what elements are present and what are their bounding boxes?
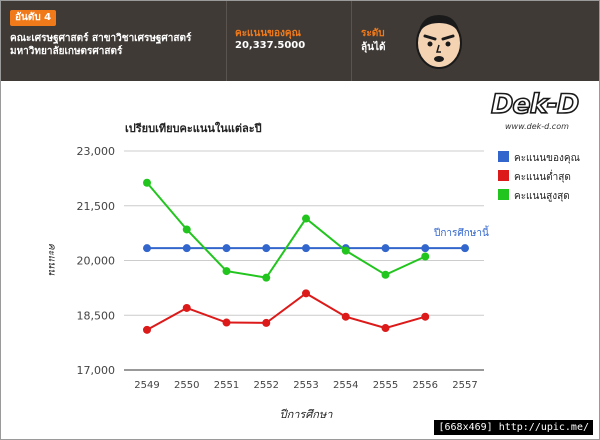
data-point [222,244,231,253]
current-year-annotation: ปีการศึกษานี้ [433,225,489,239]
data-point [381,270,390,279]
data-point [182,225,191,234]
series-min-score [143,289,430,334]
y-tick-label: 17,000 [77,364,116,377]
level-value: ลุ้นได้ [361,42,386,53]
data-point [302,214,310,223]
y-axis-ticks: 17,000 18,500 20,000 21,500 23,000 [77,145,116,377]
data-point [461,244,469,253]
series-layer [143,178,469,334]
header-divider [351,1,352,81]
data-point [143,178,151,187]
mascot-face-icon [416,15,462,69]
y-tick-label: 20,000 [77,255,116,268]
data-point [381,324,390,333]
logo-text: Dek-D [490,88,580,121]
series-line [146,292,426,331]
data-point [222,318,231,327]
legend-swatch [498,170,509,181]
dek-d-logo: Dek-D www.dek-d.com [490,88,591,135]
y-axis-label: คะแนน [46,243,57,276]
series-your-score [143,244,469,253]
x-tick-label: 2549 [134,380,159,391]
university-name: มหาวิทยาลัยเกษตรศาสตร์ [10,46,123,57]
x-axis-label: ปีการศึกษา [280,408,334,421]
series-line [146,182,426,279]
legend-item-max-score: คะแนนสูงสุด [498,189,570,202]
x-tick-label: 2551 [214,380,239,391]
data-point [222,267,231,276]
data-point [182,303,191,312]
x-tick-label: 2555 [373,380,398,391]
data-point [302,244,310,253]
data-point [262,273,271,282]
score-label: คะแนนของคุณ [235,28,301,39]
data-point [262,318,271,327]
x-tick-label: 2556 [413,380,438,391]
data-point [341,246,350,255]
data-point [143,244,151,253]
y-tick-label: 21,500 [77,200,116,213]
score-value: 20,337.5000 [235,40,306,51]
data-point [143,325,151,334]
faculty-name: คณะเศรษฐศาสตร์ สาขาวิชาเศรษฐศาสตร์ [10,33,192,44]
x-tick-label: 2552 [254,380,279,391]
x-tick-label: 2553 [293,380,318,391]
legend-swatch [498,151,509,162]
logo-url: www.dek-d.com [505,122,569,131]
x-tick-label: 2557 [452,380,477,391]
data-point [421,312,430,321]
level-label: ระดับ [361,28,385,39]
data-point [341,312,350,321]
data-point [421,252,430,261]
rank-badge: อันดับ 4 [10,10,57,26]
y-tick-label: 18,500 [77,309,116,322]
legend-item-your-score: คะแนนของคุณ [498,151,580,164]
header-divider [226,1,227,81]
legend-label: คะแนนต่ำสุด [514,169,571,183]
result-header: อันดับ 4 คณะเศรษฐศาสตร์ สาขาวิชาเศรษฐศาส… [1,1,599,81]
legend-label: คะแนนสูงสุด [514,191,570,202]
y-tick-label: 23,000 [77,145,116,158]
chart-title: เปรียบเทียบคะแนนในแต่ละปี [125,121,262,135]
image-host-watermark: [668x469] http://upic.me/ [434,420,593,435]
data-point [302,289,310,298]
data-point [421,244,430,253]
data-point [182,244,191,253]
score-comparison-chart: เปรียบเทียบคะแนนในแต่ละปี 17,000 18,500 20… [46,121,580,421]
gridlines [124,150,484,371]
data-point [262,244,271,253]
legend-swatch [498,189,509,200]
series-max-score [143,178,430,282]
x-tick-label: 2554 [333,380,358,391]
legend-item-min-score: คะแนนต่ำสุด [498,169,571,183]
x-tick-label: 2550 [174,380,199,391]
legend-label: คะแนนของคุณ [514,153,580,164]
data-point [381,244,390,253]
x-axis-ticks: 2549 2550 2551 2552 2553 2554 2555 2556 2557 [134,380,477,391]
